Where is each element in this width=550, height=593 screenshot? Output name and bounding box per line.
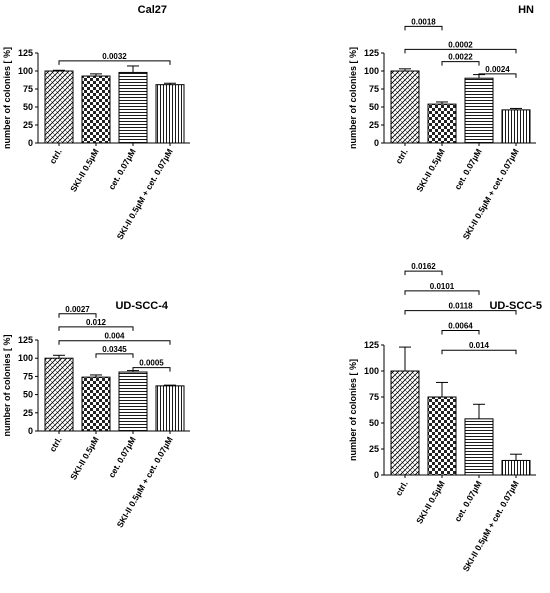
- significance-bracket: [404, 310, 517, 315]
- significance-bracket: [404, 270, 443, 276]
- y-tick-label: 50: [23, 102, 33, 112]
- bar: [464, 418, 494, 476]
- y-tick-label: 125: [364, 340, 379, 350]
- category-label: SKI-II 0.5µM: [68, 435, 101, 481]
- category-label: ctrl.: [47, 147, 63, 166]
- y-tick-label: 0: [28, 426, 33, 436]
- bar: [81, 376, 111, 432]
- bar: [501, 459, 531, 476]
- significance-bracket: [404, 48, 517, 54]
- significance-bracket: [58, 326, 134, 331]
- significance-bracket: [478, 73, 517, 78]
- p-value-label: 0.0345: [102, 345, 127, 354]
- bar: [390, 70, 420, 144]
- bar: [155, 84, 185, 144]
- p-value-label: 0.0032: [102, 52, 127, 61]
- panel-title: UD-SCC-5: [489, 300, 542, 312]
- p-value-label: 0.0002: [448, 40, 473, 49]
- significance-bracket: [58, 60, 171, 65]
- category-label: SKI-II 0.5µM: [414, 479, 447, 525]
- y-axis-label: number of colonies [ %]: [2, 334, 12, 436]
- y-tick-label: 125: [364, 48, 379, 58]
- y-tick-label: 25: [23, 120, 33, 130]
- p-value-label: 0.0118: [448, 302, 473, 311]
- y-tick-label: 25: [369, 444, 379, 454]
- y-tick-label: 25: [23, 408, 33, 418]
- p-value-label: 0.0064: [448, 321, 473, 330]
- bar: [427, 396, 457, 476]
- p-value-label: 0.0022: [448, 53, 473, 62]
- y-tick-label: 0: [374, 470, 379, 480]
- significance-bracket: [404, 290, 480, 295]
- category-label: ctrl.: [47, 435, 63, 454]
- category-label: cet. 0.07µM: [106, 435, 137, 479]
- p-value-label: 0.012: [86, 318, 107, 327]
- y-tick-label: 75: [369, 392, 379, 402]
- significance-bracket: [441, 349, 517, 355]
- y-tick-label: 100: [364, 66, 379, 76]
- y-tick-label: 75: [23, 371, 33, 381]
- y-axis-label: number of colonies [ %]: [348, 359, 358, 461]
- y-tick-label: 50: [23, 390, 33, 400]
- category-label: SKI-II 0.5µM: [68, 147, 101, 193]
- category-label: cet. 0.07µM: [452, 147, 483, 191]
- bar: [81, 75, 111, 144]
- y-tick-label: 125: [18, 48, 33, 58]
- bar: [44, 70, 74, 144]
- p-value-label: 0.0027: [65, 305, 90, 314]
- p-value-label: 0.0162: [411, 262, 436, 271]
- bar: [155, 385, 185, 432]
- bar: [44, 357, 74, 432]
- y-tick-label: 0: [374, 138, 379, 148]
- significance-bracket: [441, 329, 480, 335]
- y-tick-label: 75: [23, 84, 33, 94]
- bar: [118, 71, 148, 144]
- bar: [390, 370, 420, 476]
- bar: [118, 371, 148, 432]
- bar: [464, 77, 494, 144]
- significance-bracket: [58, 313, 97, 318]
- panel-title: UD-SCC-4: [115, 300, 168, 312]
- significance-bracket: [404, 25, 443, 31]
- p-value-label: 0.0024: [485, 65, 510, 74]
- category-label: cet. 0.07µM: [452, 479, 483, 523]
- panel-ud-scc-5: UD-SCC-5 0 25 50 75 100 125 number of colonies …: [348, 262, 542, 573]
- p-value-label: 0.004: [104, 332, 125, 341]
- y-tick-label: 100: [18, 66, 33, 76]
- y-tick-label: 100: [364, 366, 379, 376]
- y-tick-label: 50: [369, 102, 379, 112]
- category-label: SKI-II 0.5µM: [414, 147, 447, 193]
- category-label: cet. 0.07µM: [106, 147, 137, 191]
- y-tick-label: 100: [18, 353, 33, 363]
- panel-hn: HN 0 25 50 75 100 125 number of colonies [ %] ct…: [348, 4, 536, 241]
- panel-title: HN: [518, 4, 534, 16]
- bar: [501, 109, 531, 144]
- y-tick-label: 75: [369, 84, 379, 94]
- y-axis-label: number of colonies [ %]: [348, 47, 358, 149]
- significance-bracket: [58, 340, 171, 345]
- panel-cal27: Cal27 0 25 50 75 100 125 number of colonies [ %…: [2, 4, 190, 241]
- panel-title: Cal27: [138, 4, 167, 16]
- significance-bracket: [95, 353, 134, 358]
- y-tick-label: 25: [369, 120, 379, 130]
- y-axis-label: number of colonies [ %]: [2, 47, 12, 149]
- y-tick-label: 0: [28, 138, 33, 148]
- panel-ud-scc-4: UD-SCC-4 0 25 50 75 100 125 number of colonies …: [2, 300, 190, 529]
- category-label: ctrl.: [393, 147, 409, 166]
- y-tick-label: 50: [369, 418, 379, 428]
- significance-bracket: [132, 367, 171, 372]
- bar: [427, 103, 457, 144]
- category-label: ctrl.: [393, 479, 409, 498]
- p-value-label: 0.0018: [411, 17, 436, 26]
- y-tick-label: 125: [18, 335, 33, 345]
- p-value-label: 0.0101: [430, 282, 455, 291]
- p-value-label: 0.0005: [139, 359, 164, 368]
- p-value-label: 0.014: [469, 341, 490, 350]
- significance-bracket: [441, 61, 480, 66]
